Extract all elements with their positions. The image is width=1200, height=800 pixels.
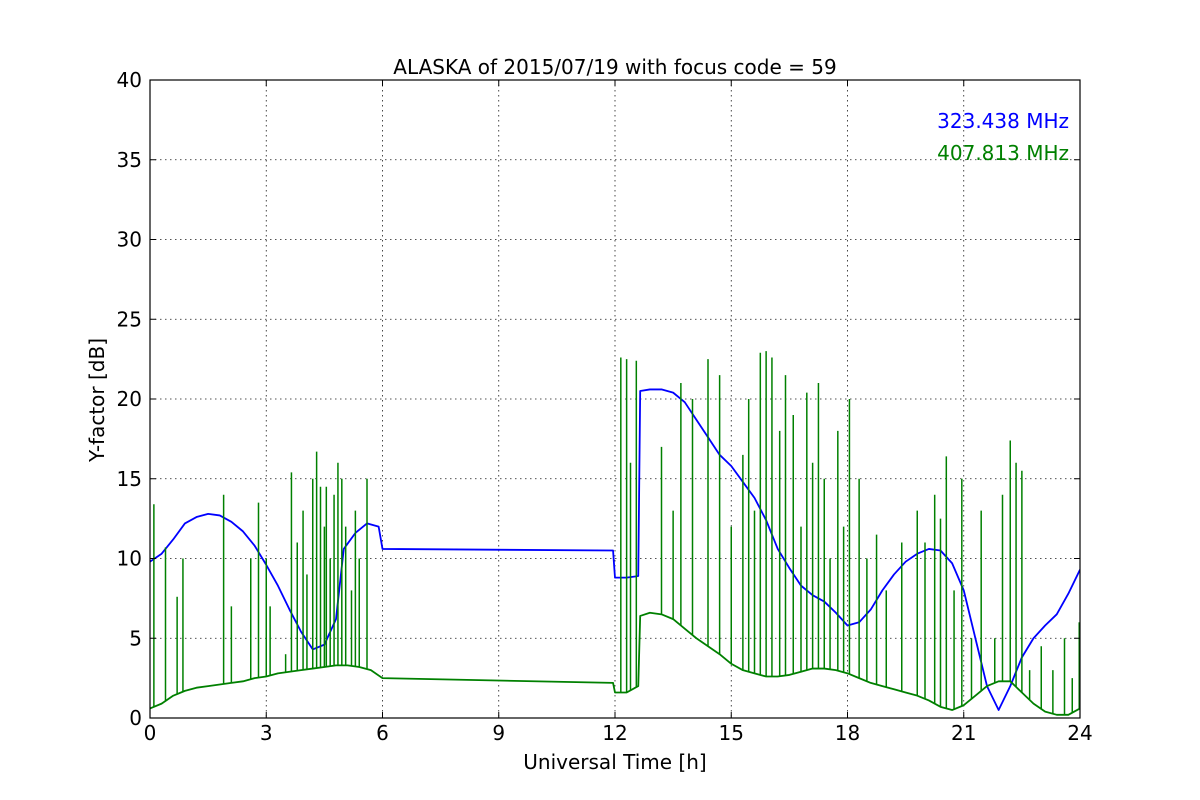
- series-layer: [150, 351, 1080, 716]
- y-tick-label: 35: [117, 148, 142, 172]
- x-tick-label: 3: [260, 721, 273, 745]
- y-tick-label: 30: [117, 228, 142, 252]
- ticks: 0 3 6 9 12 15 18 21 24 0 5 10 15 20 25 30 35 40: [117, 68, 1093, 745]
- y-tick-label: 10: [117, 547, 142, 571]
- x-tick-label: 12: [602, 721, 627, 745]
- y-axis-label: Y-factor [dB]: [85, 338, 109, 463]
- chart-title: ALASKA of 2015/07/19 with focus code = 5…: [393, 55, 836, 79]
- y-tick-label: 20: [117, 387, 142, 411]
- x-tick-label: 18: [835, 721, 860, 745]
- x-tick-label: 6: [376, 721, 389, 745]
- y-tick-label: 40: [117, 68, 142, 92]
- legend-entry-407-mhz: 407.813 MHz: [937, 141, 1069, 165]
- legend-entry-323-mhz: 323.438 MHz: [937, 109, 1069, 133]
- x-tick-label: 21: [951, 721, 976, 745]
- series-407-mhz: [150, 351, 1080, 716]
- y-tick-label: 25: [117, 307, 142, 331]
- x-tick-label: 9: [492, 721, 505, 745]
- y-tick-label: 15: [117, 467, 142, 491]
- x-tick-label: 15: [719, 721, 744, 745]
- x-axis-label: Universal Time [h]: [523, 750, 706, 774]
- x-tick-label: 24: [1067, 721, 1092, 745]
- y-tick-label: 5: [129, 626, 142, 650]
- series-line: [150, 611, 1080, 716]
- legend: 323.438 MHz 407.813 MHz: [937, 109, 1069, 165]
- x-tick-label: 0: [144, 721, 157, 745]
- y-tick-label: 0: [129, 706, 142, 730]
